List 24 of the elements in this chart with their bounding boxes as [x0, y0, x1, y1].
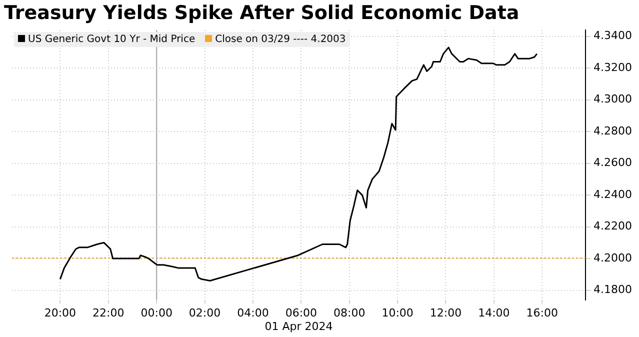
y-tick-label: 4.1800	[594, 283, 632, 296]
y-tick-label: 4.2200	[594, 220, 632, 233]
x-tick-label: 10:00	[382, 306, 414, 320]
chart-title: Treasury Yields Spike After Solid Economic Data	[4, 2, 520, 24]
x-tick-label: 00:00	[140, 306, 172, 320]
legend-label: Close on 03/29 ---- 4.2003	[214, 34, 346, 45]
y-tick-label: 4.2600	[594, 156, 632, 170]
y-tick-label: 4.2000	[594, 251, 632, 264]
legend-label: US Generic Govt 10 Yr - Mid Price	[27, 34, 196, 45]
x-tick-label: 06:00	[285, 306, 318, 320]
x-tick-label: 08:00	[334, 306, 366, 320]
x-tick-label: 22:00	[92, 306, 124, 320]
text: 01 Apr 2024	[264, 320, 333, 333]
x-tick-label: 16:00	[526, 306, 558, 320]
x-tick-label: 20:00	[44, 306, 76, 320]
y-tick-label: 4.2400	[594, 188, 632, 201]
x-tick-label: 02:00	[188, 306, 221, 320]
x-tick-label: 12:00	[430, 306, 462, 320]
y-tick-label: 4.3200	[594, 60, 632, 74]
x-tick-label: 14:00	[478, 306, 510, 320]
y-tick-label: 4.3400	[594, 29, 632, 42]
y-tick-label: 4.3000	[594, 92, 632, 106]
y-tick-label: 4.2800	[594, 124, 632, 138]
x-tick-label: 04:00	[237, 306, 269, 320]
